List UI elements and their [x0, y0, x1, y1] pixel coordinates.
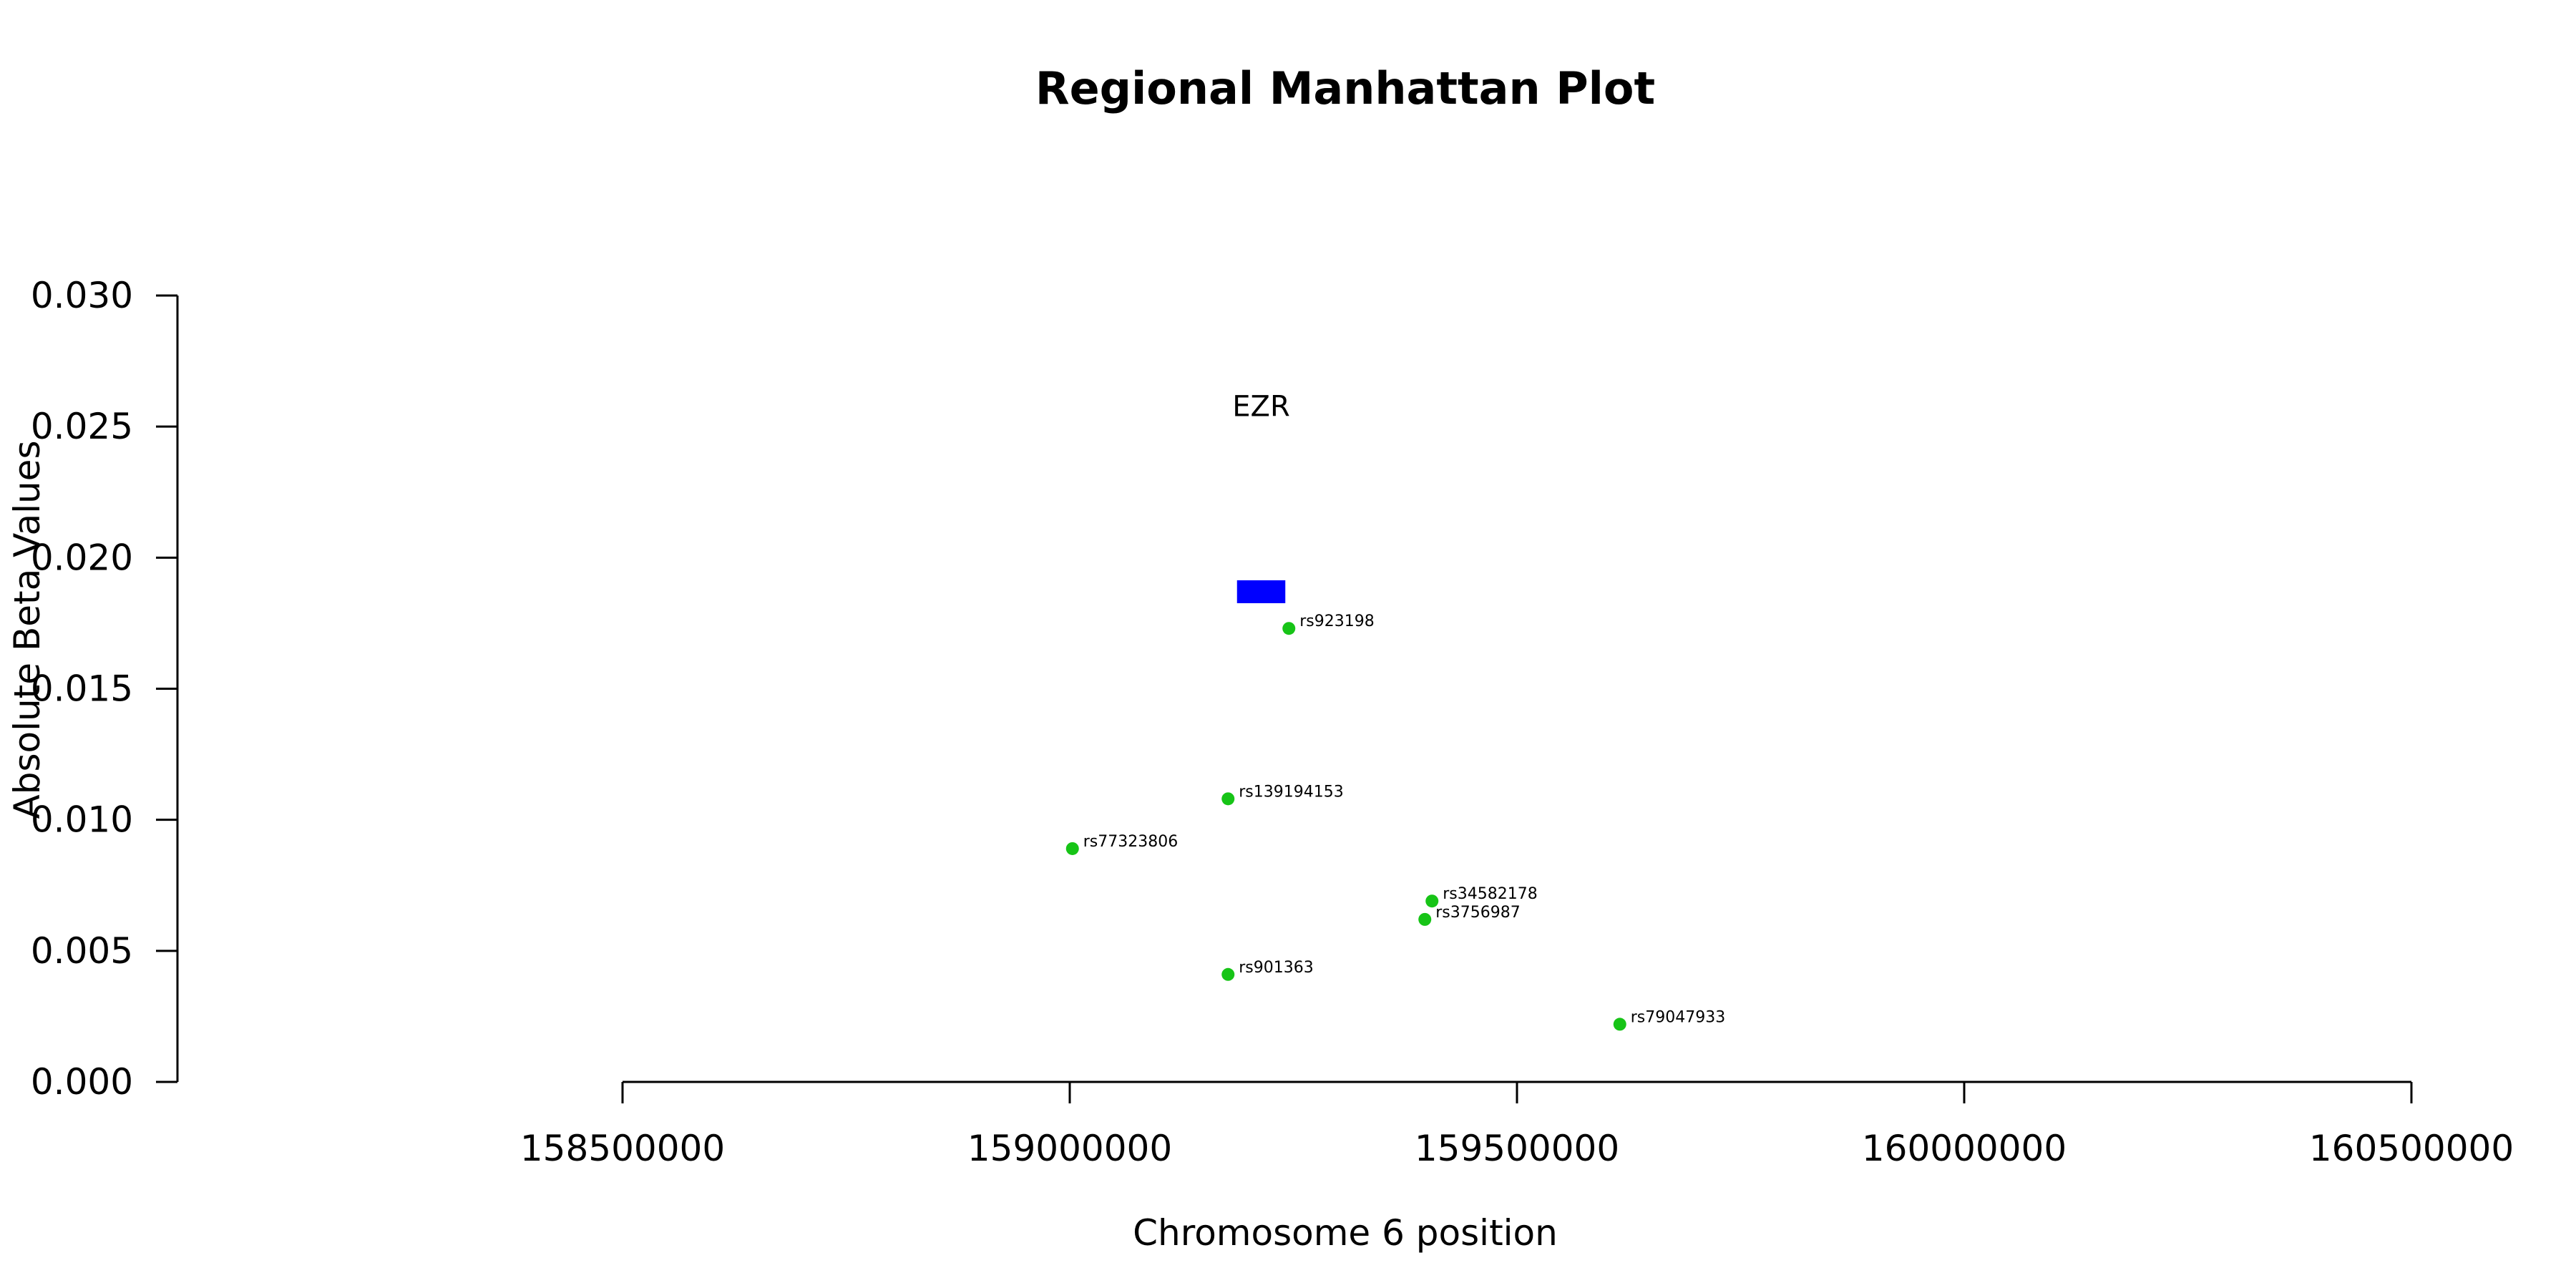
y-tick-label: 0.030	[31, 275, 133, 316]
snp-point	[1418, 912, 1432, 926]
y-axis: 0.000 0.005 0.010 0.015 0.020 0.025 0.030	[31, 275, 179, 1103]
y-tick-label: 0.010	[31, 799, 133, 841]
snp-label: rs3756987	[1435, 904, 1521, 922]
x-tick-label: 159500000	[1415, 1128, 1619, 1169]
snp-point	[1425, 894, 1439, 908]
x-axis: 158500000 159000000 159500000 160000000 1605…	[520, 1080, 2514, 1169]
y-tick-label: 0.015	[31, 668, 133, 710]
snp-point	[1221, 967, 1235, 981]
gene-track: EZR	[1232, 391, 1290, 603]
y-tick-label: 0.000	[31, 1061, 133, 1103]
chart-title: Regional Manhattan Plot	[1035, 62, 1655, 114]
y-tick-label: 0.020	[31, 537, 133, 578]
snp-label: rs79047933	[1631, 1008, 1725, 1026]
snp-points: rs923198rs139194153rs77323806rs34582178r…	[1065, 613, 1725, 1031]
snp-label: rs139194153	[1239, 783, 1343, 801]
snp-label: rs77323806	[1083, 833, 1178, 851]
snp-label: rs923198	[1299, 613, 1375, 630]
x-tick-label: 159000000	[967, 1128, 1172, 1169]
snp-point	[1221, 792, 1235, 806]
y-tick-label: 0.025	[31, 406, 133, 447]
gene-box-ezr	[1236, 580, 1286, 603]
x-tick-label: 160000000	[1862, 1128, 2067, 1169]
x-tick-label: 158500000	[520, 1128, 725, 1169]
y-axis-label: Absolute Beta Values	[6, 441, 48, 819]
x-axis-label: Chromosome 6 position	[1133, 1212, 1558, 1254]
snp-point	[1613, 1018, 1626, 1031]
snp-point	[1282, 622, 1296, 635]
snp-point	[1065, 841, 1079, 855]
y-tick-label: 0.005	[31, 930, 133, 972]
x-tick-label: 160500000	[2309, 1128, 2514, 1169]
snp-label: rs901363	[1239, 959, 1314, 977]
snp-label: rs34582178	[1443, 885, 1537, 903]
gene-label: EZR	[1232, 391, 1289, 424]
